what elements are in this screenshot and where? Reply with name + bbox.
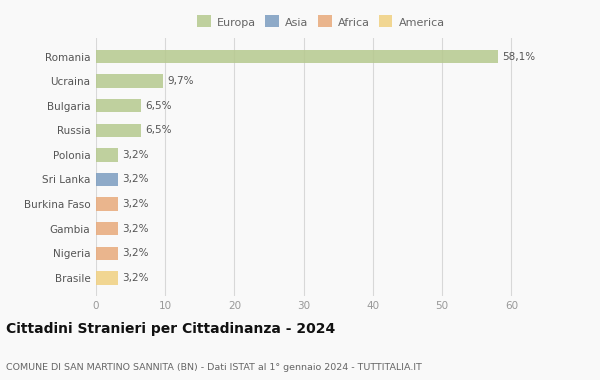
Bar (96, 124, 141, 137)
Bar (96, 148, 118, 162)
Bar (96, 197, 118, 211)
Text: 6,5%: 6,5% (145, 125, 172, 135)
Text: 3,2%: 3,2% (122, 199, 149, 209)
Text: 9,7%: 9,7% (167, 76, 194, 86)
Text: 3,2%: 3,2% (122, 150, 149, 160)
Bar (96, 173, 118, 186)
Text: 6,5%: 6,5% (145, 101, 172, 111)
Text: 58,1%: 58,1% (502, 52, 536, 62)
Bar (96, 271, 118, 285)
Legend: Europa, Asia, Africa, America: Europa, Asia, Africa, America (195, 15, 447, 30)
Text: 3,2%: 3,2% (122, 273, 149, 283)
Bar (96, 74, 163, 88)
Bar (96, 247, 118, 260)
Text: 3,2%: 3,2% (122, 174, 149, 185)
Bar (96, 99, 141, 112)
Text: 3,2%: 3,2% (122, 224, 149, 234)
Text: Cittadini Stranieri per Cittadinanza - 2024: Cittadini Stranieri per Cittadinanza - 2… (6, 322, 335, 336)
Text: 3,2%: 3,2% (122, 248, 149, 258)
Bar (96, 222, 118, 236)
Text: COMUNE DI SAN MARTINO SANNITA (BN) - Dati ISTAT al 1° gennaio 2024 - TUTTITALIA.: COMUNE DI SAN MARTINO SANNITA (BN) - Dat… (6, 363, 422, 372)
Bar (96, 50, 498, 63)
